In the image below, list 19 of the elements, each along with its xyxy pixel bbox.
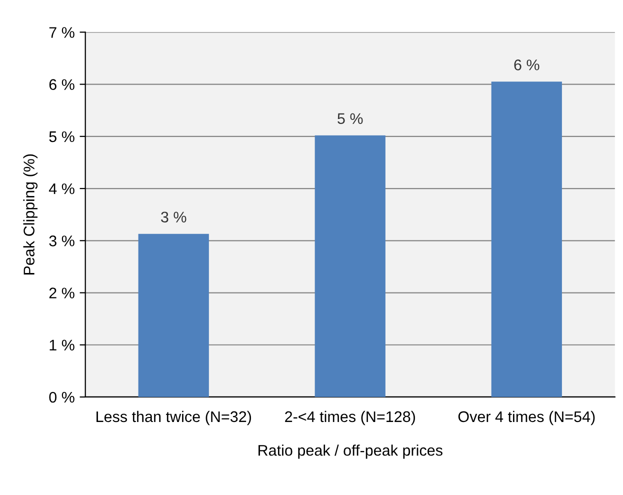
x-tick-label: Less than twice (N=32) (96, 410, 251, 426)
bar (491, 82, 562, 397)
y-tick-label: 2 % (49, 288, 74, 298)
bar (138, 234, 209, 397)
bar (314, 135, 386, 397)
x-tick-label: 2-<4 times (N=128) (285, 410, 415, 426)
y-tick-label: 6 % (49, 79, 74, 90)
x-tick-label: Over 4 times (N=54) (458, 410, 595, 426)
x-axis-title: Ratio peak / off-peak prices (258, 444, 442, 459)
y-tick-label: 0 % (49, 392, 74, 403)
data-label: 5 % (338, 113, 363, 124)
y-tick-label: 4 % (48, 183, 74, 194)
y-tick-label: 7 % (49, 27, 74, 38)
y-axis-title: Peak Clipping (%) (23, 154, 38, 274)
data-label: 6 % (514, 60, 540, 70)
y-tick-label: 3 % (49, 236, 74, 246)
y-tick-label: 5 % (49, 131, 74, 142)
data-label: 3 % (161, 212, 186, 223)
y-tick-label: 1 % (50, 340, 74, 350)
